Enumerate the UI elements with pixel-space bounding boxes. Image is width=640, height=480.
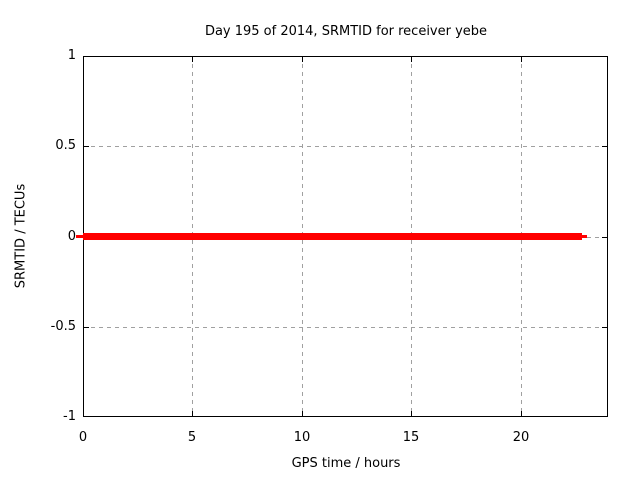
x-tick-label: 5 [187,430,197,445]
y-tick-label: 0.5 [55,138,76,153]
y-tick-label: -1 [63,409,76,424]
x-tick-mark [411,56,412,62]
x-tick-mark [521,56,522,62]
x-tick-mark [411,411,412,417]
y-gridline [83,146,608,147]
y-gridline [83,327,608,328]
x-tick-mark [302,411,303,417]
x-tick-mark [192,411,193,417]
y-tick-label: 0 [67,229,76,244]
x-tick-mark [192,56,193,62]
y-tick-mark [602,327,608,328]
chart-title: Day 195 of 2014, SRMTID for receiver yeb… [204,24,488,39]
y-tick-mark [602,146,608,147]
x-tick-mark [521,411,522,417]
x-tick-label: 15 [402,430,420,445]
y-tick-label: -0.5 [50,319,76,334]
series-line [83,233,582,240]
series-line-cap [582,235,587,238]
y-tick-mark [83,327,89,328]
y-tick-mark [83,146,89,147]
y-tick-mark [602,237,608,238]
x-tick-mark [302,56,303,62]
series-left-overhang [76,235,83,238]
x-tick-label: 20 [512,430,530,445]
x-tick-label: 0 [78,430,88,445]
x-axis-label: GPS time / hours [291,456,401,471]
x-tick-label: 10 [293,430,311,445]
y-tick-label: 1 [67,48,76,63]
